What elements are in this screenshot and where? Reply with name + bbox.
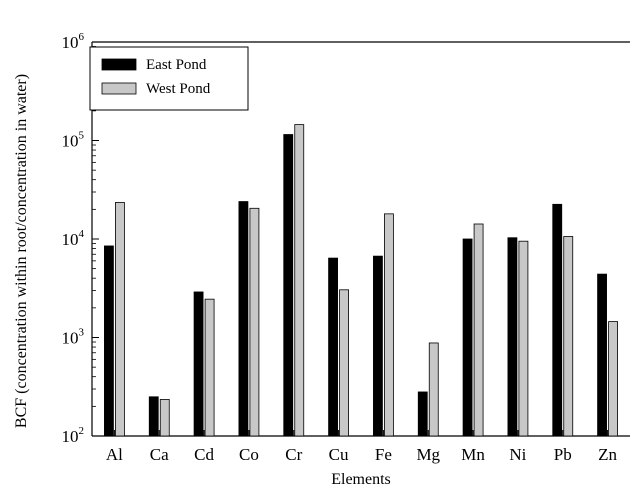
bar-east-pond-zn <box>597 273 607 437</box>
y-tick-label: 106 <box>62 31 85 52</box>
legend-swatch-west-pond <box>101 82 137 95</box>
y-axis-label: BCF (concentration within root/concentra… <box>13 74 30 428</box>
bar-west-pond-co <box>249 207 260 437</box>
bar-east-pond-cd <box>193 291 204 437</box>
bar-west-pond-mn <box>473 223 484 437</box>
bar-east-pond-co <box>238 201 249 437</box>
x-tick-label: Fe <box>375 445 392 464</box>
bar-west-pond-ni <box>518 240 529 437</box>
x-tick-label: Cu <box>329 445 349 464</box>
bar-east-pond-pb <box>552 203 563 437</box>
bar-west-pond-cu <box>339 289 349 437</box>
y-tick-label: 102 <box>62 425 85 446</box>
bar-east-pond-ca <box>148 396 159 437</box>
x-tick-label: Pb <box>554 445 572 464</box>
x-tick-label: Co <box>239 445 259 464</box>
bar-east-pond-mg <box>417 391 428 437</box>
x-tick-label: Cr <box>285 445 302 464</box>
bar-east-pond-fe <box>373 255 383 437</box>
legend-label-west-pond: West Pond <box>146 81 211 97</box>
bar-east-pond-mn <box>462 238 473 437</box>
bars <box>104 124 618 437</box>
bar-west-pond-ca <box>159 399 170 437</box>
x-tick-label: Mg <box>416 445 440 464</box>
legend-label-east-pond: East Pond <box>146 57 207 73</box>
x-tick-label: Cd <box>194 445 214 464</box>
x-tick-label: Al <box>106 445 123 464</box>
x-tick-label: Zn <box>598 445 617 464</box>
legend: East Pond West Pond <box>89 46 249 111</box>
bar-east-pond-cr <box>283 134 294 437</box>
bar-east-pond-cu <box>328 257 338 437</box>
bar-west-pond-fe <box>384 213 394 437</box>
bar-west-pond-pb <box>563 236 574 437</box>
x-tick-label: Ni <box>509 445 526 464</box>
bar-west-pond-cr <box>294 124 305 437</box>
x-tick-label: Mn <box>461 445 485 464</box>
bar-east-pond-ni <box>507 237 518 437</box>
bar-west-pond-cd <box>204 298 215 437</box>
bar-west-pond-mg <box>428 342 439 437</box>
bar-east-pond-al <box>104 245 114 437</box>
y-tick-label: 105 <box>62 130 85 151</box>
x-tick-label: Ca <box>150 445 169 464</box>
y-tick-label: 103 <box>62 327 85 348</box>
legend-box <box>89 46 249 111</box>
bar-west-pond-zn <box>608 321 618 437</box>
x-axis-ticks: Al Ca Cd Co Cr Cu Fe Mg Mn Ni Pb Zn <box>106 430 618 464</box>
legend-swatch-east-pond <box>101 58 137 71</box>
x-axis-label: Elements <box>331 471 391 488</box>
y-tick-label: 104 <box>62 228 85 249</box>
bar-west-pond-al <box>115 202 125 437</box>
